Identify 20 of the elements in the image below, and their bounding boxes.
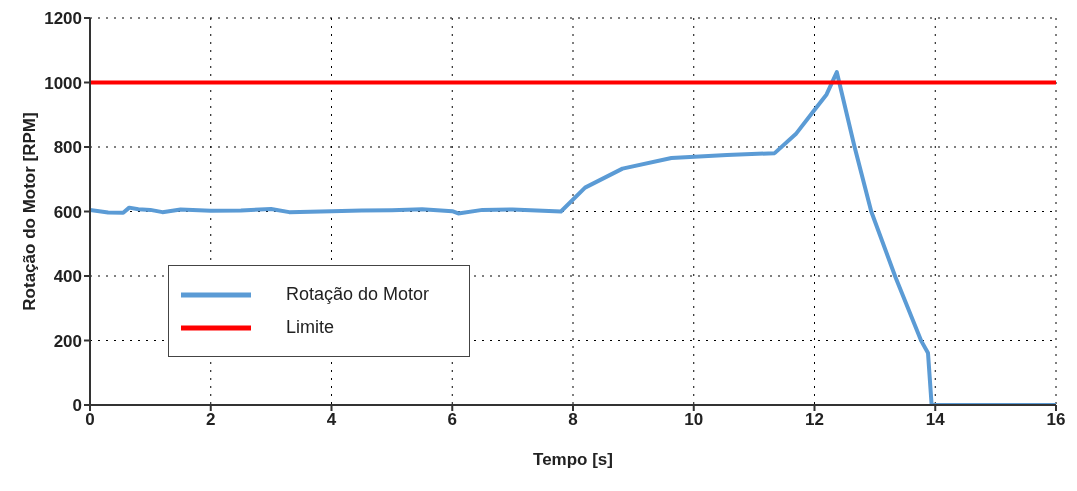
y-tick-label: 400: [53, 267, 82, 287]
y-tick-label: 600: [53, 202, 82, 222]
y-tick-label: 0: [72, 396, 82, 416]
x-tick-label: 16: [1046, 410, 1066, 430]
x-axis-title: Tempo [s]: [533, 450, 613, 469]
y-tick-label: 800: [53, 138, 82, 158]
y-tick-label: 1000: [44, 73, 82, 93]
x-tick-label: 10: [684, 410, 704, 430]
legend-label: Limite: [286, 317, 335, 338]
x-tick-label: 6: [447, 410, 457, 430]
y-tick-label: 1200: [44, 9, 82, 29]
x-tick-label: 2: [206, 410, 216, 430]
x-tick-label: 14: [925, 410, 946, 430]
x-tick-label: 12: [805, 410, 824, 430]
x-tick-label: 0: [85, 410, 95, 430]
y-tick-label: 200: [53, 331, 82, 351]
x-tick-label: 4: [326, 410, 337, 430]
y-axis-title: Rotação do Motor [RPM]: [19, 112, 39, 311]
legend-label: Rotação do Motor: [286, 284, 430, 305]
x-tick-label: 8: [568, 410, 578, 430]
